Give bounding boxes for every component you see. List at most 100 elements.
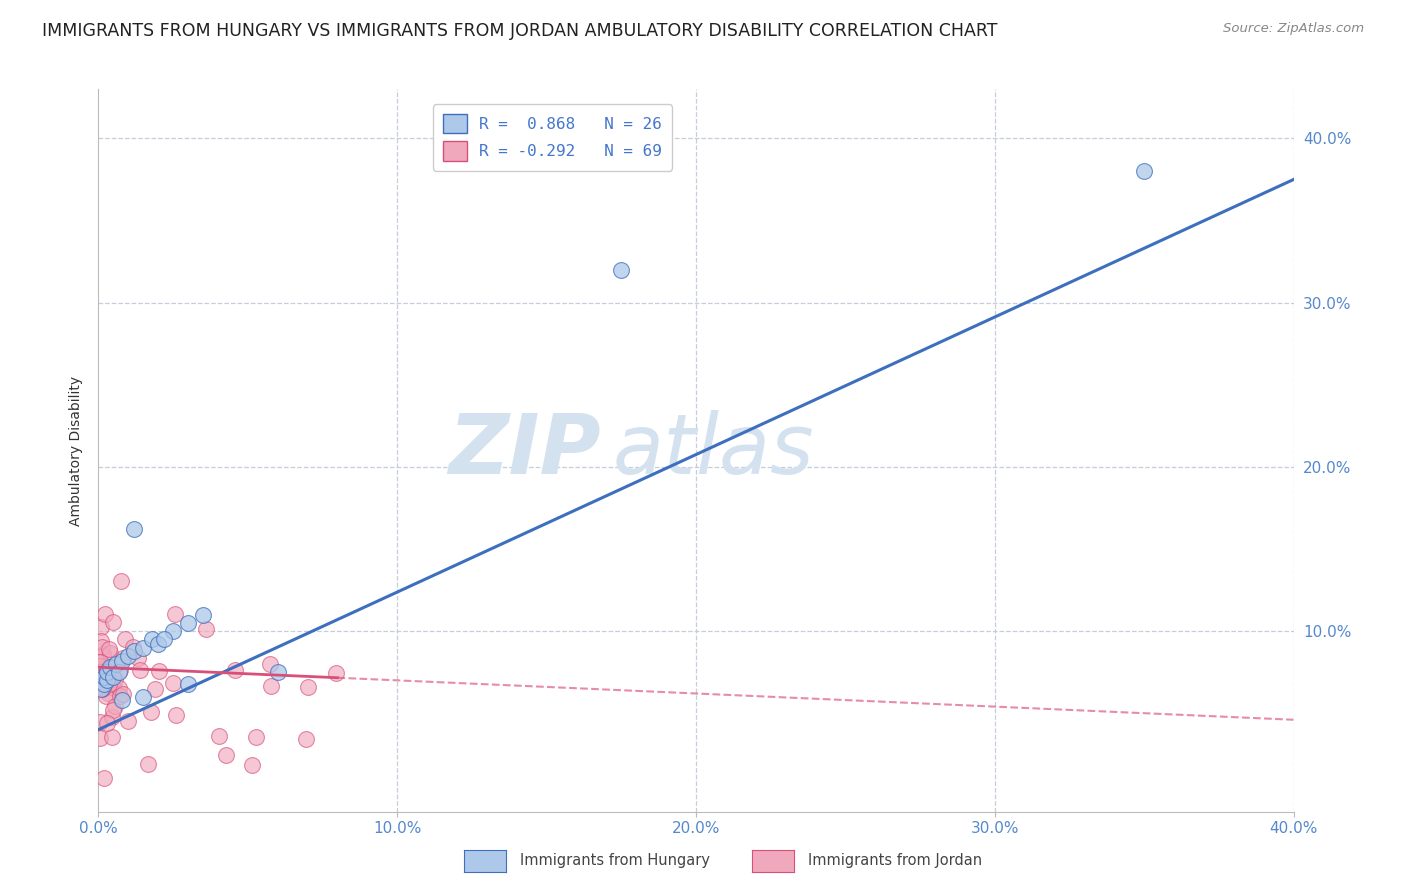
Point <box>96 673 118 688</box>
Point <box>259 657 281 671</box>
Point <box>98 642 121 657</box>
Legend: R =  0.868   N = 26, R = -0.292   N = 69: R = 0.868 N = 26, R = -0.292 N = 69 <box>433 104 672 170</box>
Point <box>91 649 114 664</box>
Point <box>108 664 131 678</box>
Point <box>90 633 112 648</box>
Point <box>103 672 125 686</box>
Point <box>141 632 163 647</box>
Point <box>93 771 115 785</box>
Point <box>103 699 125 714</box>
Point <box>224 663 246 677</box>
Text: atlas: atlas <box>613 410 814 491</box>
Point <box>89 656 111 670</box>
Point <box>108 681 131 696</box>
Point <box>96 716 118 731</box>
Text: Source: ZipAtlas.com: Source: ZipAtlas.com <box>1223 22 1364 36</box>
Point <box>165 707 187 722</box>
Point <box>295 732 318 747</box>
Point <box>108 665 131 680</box>
Point <box>90 640 112 655</box>
Point <box>100 661 122 675</box>
Point <box>89 658 111 673</box>
Text: Immigrants from Hungary: Immigrants from Hungary <box>520 854 710 868</box>
Point <box>97 663 120 677</box>
Point <box>93 675 115 690</box>
Point <box>90 679 112 693</box>
Point <box>103 615 125 629</box>
Point <box>90 681 112 696</box>
Point <box>191 607 214 622</box>
Point <box>101 710 124 724</box>
Point <box>98 660 122 674</box>
Point <box>111 654 134 668</box>
Point <box>124 644 146 658</box>
Point <box>139 705 162 719</box>
Point <box>325 666 347 681</box>
Point <box>129 663 152 677</box>
Point <box>89 669 111 683</box>
Point <box>97 668 120 682</box>
Point <box>260 679 283 693</box>
Point <box>103 670 125 684</box>
Point <box>101 703 124 717</box>
Point <box>148 637 170 651</box>
Point <box>114 632 136 646</box>
Point <box>177 676 200 690</box>
Point <box>89 678 111 692</box>
Point <box>148 664 170 678</box>
Point <box>610 262 633 277</box>
Point <box>132 640 155 655</box>
Point <box>208 730 231 744</box>
Point <box>105 657 128 671</box>
Point <box>94 607 117 621</box>
Point <box>93 670 115 684</box>
Point <box>94 673 117 688</box>
Point <box>89 714 111 729</box>
Point <box>97 686 120 700</box>
Point <box>112 650 135 665</box>
Point <box>215 747 238 762</box>
Point <box>117 648 139 663</box>
Point <box>124 522 146 536</box>
Point <box>93 676 115 690</box>
Point <box>91 681 114 695</box>
Point <box>177 615 200 630</box>
Point <box>89 667 111 681</box>
Point <box>297 681 319 695</box>
Point <box>91 681 114 696</box>
Point <box>267 665 290 680</box>
Text: IMMIGRANTS FROM HUNGARY VS IMMIGRANTS FROM JORDAN AMBULATORY DISABILITY CORRELAT: IMMIGRANTS FROM HUNGARY VS IMMIGRANTS FR… <box>42 22 998 40</box>
Point <box>89 665 111 679</box>
Point <box>96 664 118 678</box>
Point <box>90 620 112 634</box>
Point <box>1133 164 1156 178</box>
Point <box>143 682 166 697</box>
Point <box>165 607 187 622</box>
Point <box>162 624 184 639</box>
Y-axis label: Ambulatory Disability: Ambulatory Disability <box>69 376 83 525</box>
Point <box>153 632 176 647</box>
Point <box>94 676 117 690</box>
Point <box>162 675 184 690</box>
Point <box>121 640 143 655</box>
Point <box>98 647 121 661</box>
Text: Immigrants from Jordan: Immigrants from Jordan <box>808 854 983 868</box>
Point <box>98 676 121 690</box>
Point <box>103 681 125 695</box>
Point <box>117 714 139 729</box>
Point <box>94 661 117 675</box>
Point <box>138 756 160 771</box>
Point <box>100 731 122 745</box>
Point <box>127 651 149 665</box>
Point <box>94 689 117 703</box>
Point <box>110 574 132 588</box>
Point <box>91 648 114 662</box>
Text: ZIP: ZIP <box>447 410 600 491</box>
Point <box>194 623 217 637</box>
Point <box>97 673 120 687</box>
Point <box>111 687 134 701</box>
Point <box>96 665 118 680</box>
Point <box>111 693 134 707</box>
Point <box>89 731 111 745</box>
Point <box>108 689 131 703</box>
